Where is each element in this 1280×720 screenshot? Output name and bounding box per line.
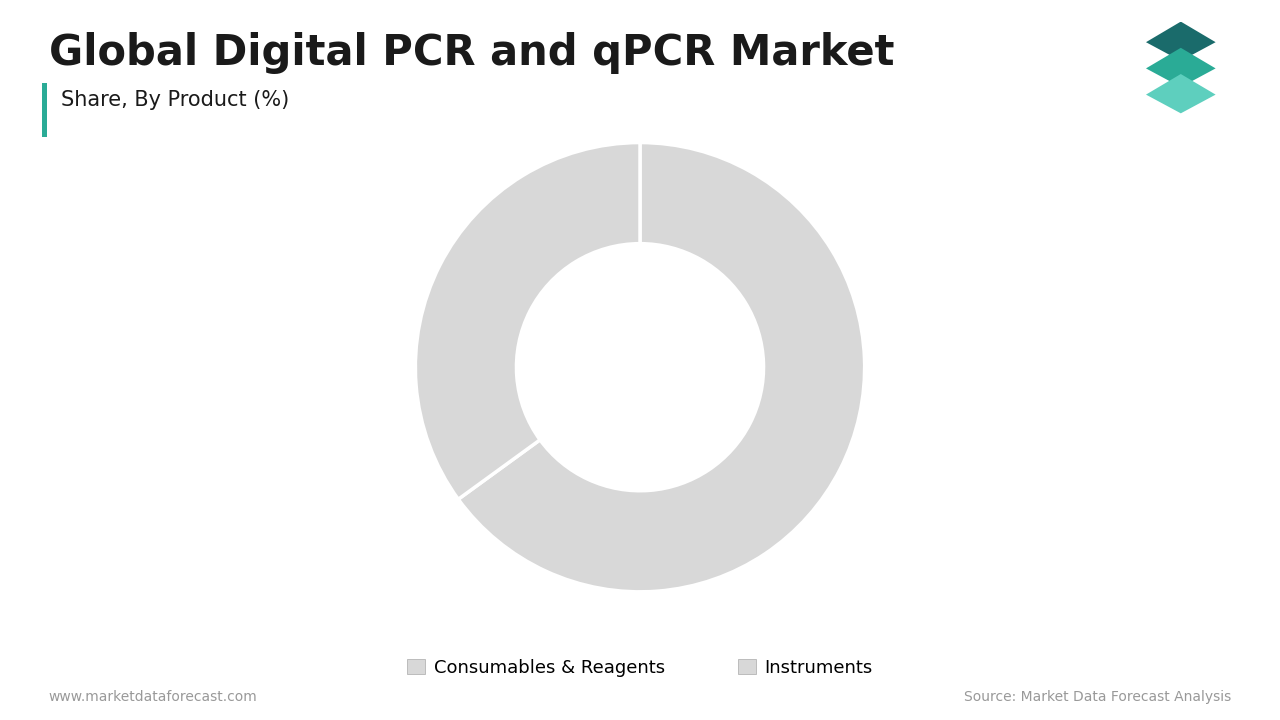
Text: Source: Market Data Forecast Analysis: Source: Market Data Forecast Analysis [964,690,1231,704]
Text: www.marketdataforecast.com: www.marketdataforecast.com [49,690,257,704]
Text: Global Digital PCR and qPCR Market: Global Digital PCR and qPCR Market [49,32,895,74]
Text: Share, By Product (%): Share, By Product (%) [61,90,289,110]
Polygon shape [1146,74,1216,113]
Legend: Consumables & Reagents, Instruments: Consumables & Reagents, Instruments [399,652,881,684]
Polygon shape [1146,22,1216,61]
Wedge shape [416,143,640,499]
Polygon shape [1146,48,1216,87]
Wedge shape [458,143,864,592]
